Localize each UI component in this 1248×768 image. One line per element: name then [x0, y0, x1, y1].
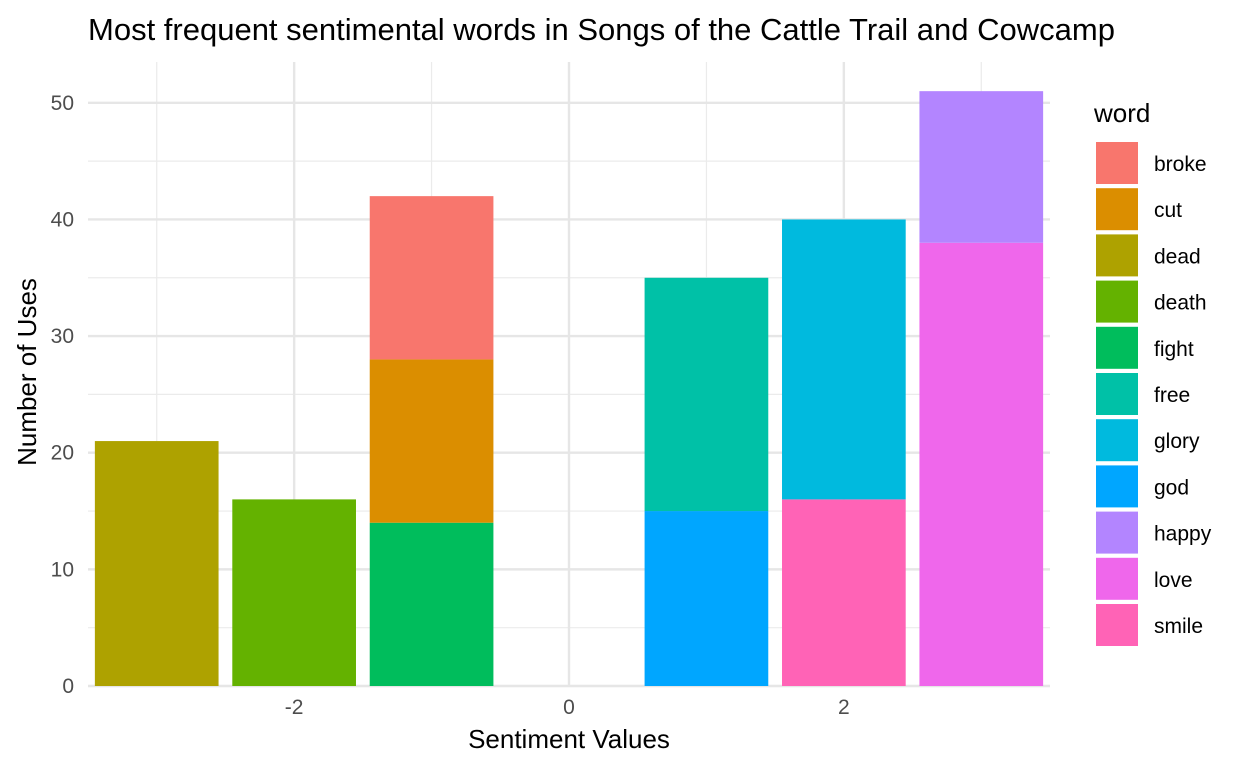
legend: word broke cut dead death fight free glory god h…: [1093, 98, 1212, 646]
legend-label-cut: cut: [1154, 199, 1182, 222]
legend-title: word: [1093, 98, 1150, 128]
legend-swatch-happy: [1096, 511, 1138, 554]
legend-label-fight: fight: [1154, 338, 1194, 361]
legend-swatch-smile: [1096, 604, 1138, 646]
legend-swatch-god: [1096, 465, 1138, 508]
legend-label-love: love: [1154, 569, 1193, 592]
legend-swatch-death: [1096, 280, 1138, 323]
legend-label-broke: broke: [1154, 153, 1207, 176]
legend-label-happy: happy: [1154, 523, 1212, 546]
legend-swatch-free: [1096, 373, 1138, 415]
x-tick-label: -2: [285, 696, 304, 719]
legend-swatch-broke: [1096, 142, 1138, 184]
bar-segment-love: [919, 242, 1044, 687]
y-tick-label: 40: [51, 208, 74, 231]
bar-segment-free: [644, 277, 769, 512]
legend-label-dead: dead: [1154, 245, 1201, 268]
x-axis-label: Sentiment Values: [468, 724, 670, 754]
x-tick-label: 0: [563, 696, 575, 719]
y-axis-label: Number of Uses: [12, 278, 42, 466]
bars: [94, 91, 1044, 687]
bar-segment-glory: [782, 219, 906, 500]
legend-swatch-dead: [1096, 234, 1138, 277]
x-tick-label: 2: [838, 696, 850, 719]
legend-label-glory: glory: [1154, 430, 1200, 453]
y-tick-labels: 0 10 20 30 40 50: [51, 92, 74, 698]
legend-label-death: death: [1154, 292, 1207, 315]
bar-segment-fight: [369, 522, 494, 686]
legend-swatch-love: [1096, 557, 1138, 600]
bar-segment-happy: [919, 91, 1044, 243]
y-tick-label: 50: [51, 92, 74, 115]
bar-segment-god: [644, 511, 769, 686]
bar-segment-dead: [94, 441, 219, 686]
bar-segment-cut: [369, 359, 494, 523]
bar-segment-smile: [782, 499, 906, 686]
bar-segment-death: [232, 499, 356, 686]
legend-label-god: god: [1154, 476, 1189, 499]
y-tick-label: 10: [51, 558, 74, 581]
y-tick-label: 0: [62, 675, 74, 698]
legend-swatch-fight: [1096, 326, 1138, 369]
legend-label-smile: smile: [1154, 615, 1203, 638]
legend-swatch-cut: [1096, 188, 1138, 231]
x-tick-labels: -2 0 2: [285, 696, 850, 719]
y-tick-label: 30: [51, 325, 74, 348]
y-tick-label: 20: [51, 442, 74, 465]
legend-swatch-glory: [1096, 419, 1138, 462]
bar-segment-broke: [369, 196, 494, 360]
legend-label-free: free: [1154, 384, 1190, 407]
chart-title: Most frequent sentimental words in Songs…: [88, 12, 1115, 47]
